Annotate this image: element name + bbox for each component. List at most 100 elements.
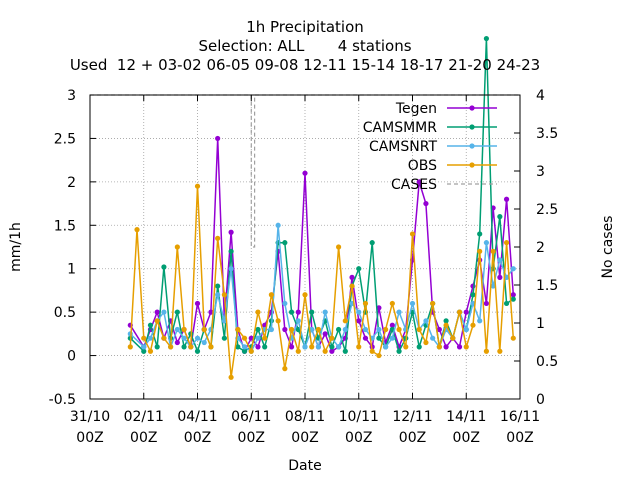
data-point-obs [275,318,281,324]
legend-marker [469,124,475,130]
data-point-camsmmr [342,348,348,354]
data-point-obs [416,326,422,333]
data-point-obs [208,344,214,350]
data-point-obs [503,240,510,246]
data-point-obs [228,374,234,380]
series-line-obs [129,186,515,378]
legend-item-camsmmr: CAMSMMR [363,120,497,136]
data-point-obs [470,322,476,328]
legend-item-cases: CASES [391,177,497,193]
data-point-tegen [349,274,355,280]
data-point-camsnrt [268,326,275,333]
data-point-camsnrt [282,300,288,307]
data-point-camsnrt [362,326,369,333]
data-point-obs [262,335,268,341]
data-point-camsnrt [315,344,322,350]
data-point-tegen [329,348,335,354]
data-point-camsnrt [194,335,201,341]
data-point-tegen [503,196,510,202]
data-point-tegen [154,309,160,315]
data-point-camsmmr [262,344,268,350]
y-tick-label-right: 2 [536,240,545,256]
data-point-camsnrt [356,309,362,315]
data-point-obs [443,322,449,328]
data-point-obs [389,300,395,307]
data-point-tegen [322,331,328,337]
data-point-camsmmr [141,348,147,354]
x-tick-label-date: 04/11 [177,409,217,425]
data-point-obs [235,326,241,333]
x-tick-label-date: 31/10 [70,409,110,425]
y-tick-label-left: 2 [67,175,76,191]
data-point-camsmmr [228,248,234,254]
data-point-tegen [362,335,369,341]
x-tick-label-date: 12/11 [392,409,432,425]
data-point-tegen [456,344,463,350]
data-point-tegen [510,292,516,298]
chart-title-line-3: Used 12 + 03-02 06-05 09-08 12-11 15-14 … [70,56,540,74]
legend-marker [469,143,475,149]
data-point-obs [356,344,362,350]
data-point-camsnrt [302,344,308,350]
data-point-camsmmr [356,266,362,272]
data-point-obs [221,292,227,298]
data-point-camsnrt [497,257,503,263]
data-point-camsnrt [510,266,516,272]
data-point-camsnrt [477,318,483,324]
data-point-camsnrt [215,292,221,298]
x-tick-label-date: 16/11 [500,409,540,425]
data-point-tegen [228,229,234,235]
data-point-obs [409,231,416,237]
data-point-camsnrt [342,326,348,333]
y-tick-label-right: 0 [536,392,545,408]
data-point-obs [309,344,315,350]
data-point-camsnrt [389,335,395,341]
y-axis-label-left: mm/1h [8,222,24,272]
y-tick-label-right: 2.5 [536,202,558,218]
data-point-camsnrt [423,318,429,324]
data-point-camsmmr [215,283,221,289]
data-point-camsnrt [396,309,402,315]
data-point-tegen [416,179,422,185]
data-point-camsnrt [241,344,248,350]
legend-label: CASES [391,177,437,193]
data-point-camsmmr [503,300,510,307]
data-point-obs [188,344,194,350]
data-point-tegen [215,135,221,142]
data-point-obs [288,326,295,333]
legend-item-tegen: Tegen [395,101,497,117]
data-point-obs [322,348,328,354]
data-point-obs [174,244,180,250]
x-tick-label-time: 00Z [399,430,426,446]
y-tick-label-left: 1 [67,262,76,278]
series-layer [90,35,520,380]
data-point-camsmmr [497,214,503,220]
data-point-camsmmr [282,240,288,246]
data-point-obs [315,326,322,333]
data-point-obs [490,248,496,254]
data-point-camsnrt [490,283,496,289]
data-point-obs [241,335,248,341]
data-point-obs [127,344,133,350]
data-point-tegen [255,344,261,350]
legend-item-obs: OBS [408,158,497,174]
data-point-camsnrt [174,326,180,333]
data-point-camsmmr [416,344,422,350]
data-point-tegen [356,318,362,324]
data-point-tegen [194,300,201,307]
data-point-obs [376,352,382,359]
series-obs [127,183,516,380]
data-point-obs [161,335,167,341]
data-point-tegen [443,344,449,350]
x-tick-label-time: 00Z [76,430,103,446]
data-point-obs [168,344,174,350]
y-axis-label-right: No cases [600,216,616,279]
data-point-tegen [208,309,214,315]
data-point-camsmmr [335,326,342,333]
legend-label: Tegen [395,101,437,117]
data-point-obs [362,300,369,307]
data-point-obs [194,183,201,189]
data-point-camsmmr [396,348,402,354]
grid-layer [89,94,521,400]
